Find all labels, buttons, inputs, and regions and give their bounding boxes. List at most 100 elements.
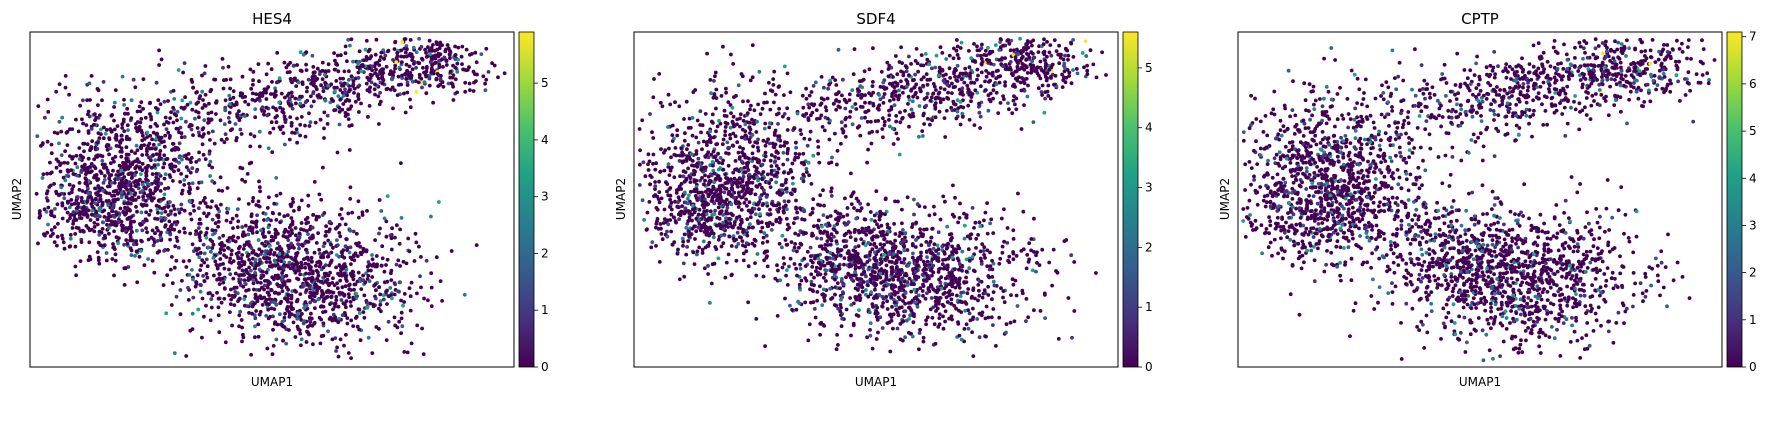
- cell-point: [282, 318, 287, 323]
- cell-point: [399, 216, 404, 220]
- cell-point: [310, 236, 315, 240]
- cell-point: [777, 202, 781, 207]
- cell-point: [134, 143, 139, 148]
- cell-point: [349, 288, 353, 292]
- cell-point: [306, 283, 311, 287]
- cell-point: [275, 241, 280, 246]
- cell-point: [122, 266, 127, 271]
- cell-point: [668, 102, 673, 107]
- cell-point: [207, 101, 211, 106]
- cell-point: [219, 247, 223, 251]
- cell-point: [669, 165, 674, 170]
- cell-point: [799, 176, 804, 181]
- cell-point: [1011, 257, 1016, 262]
- cell-point: [668, 197, 672, 202]
- cell-point: [347, 282, 352, 287]
- cell-point: [278, 301, 283, 306]
- cell-point: [196, 307, 201, 312]
- cell-point: [929, 296, 934, 300]
- cell-point: [262, 235, 266, 239]
- cell-point: [732, 195, 736, 200]
- cell-point: [712, 135, 716, 140]
- cell-point: [793, 242, 797, 246]
- cell-point: [240, 268, 245, 273]
- cell-point: [785, 128, 790, 132]
- cell-point: [247, 257, 252, 262]
- cell-point: [313, 299, 317, 304]
- cell-point: [384, 263, 388, 267]
- cell-point: [924, 227, 929, 232]
- cell-point: [238, 309, 243, 314]
- cell-point: [199, 283, 203, 288]
- cell-point: [204, 257, 209, 262]
- cell-point: [726, 100, 731, 104]
- cell-point: [290, 80, 294, 85]
- cell-point: [188, 328, 193, 333]
- cell-point: [740, 239, 745, 244]
- cell-point: [156, 198, 161, 203]
- cell-point: [298, 50, 303, 55]
- cell-point: [288, 115, 293, 119]
- cell-point: [377, 198, 382, 202]
- cell-point: [762, 126, 767, 131]
- cell-point: [365, 301, 370, 305]
- cell-point: [384, 219, 389, 224]
- cell-point: [322, 241, 327, 246]
- cell-point: [112, 180, 117, 185]
- cell-point: [197, 96, 202, 101]
- cell-point: [326, 329, 330, 334]
- cell-point: [145, 230, 150, 235]
- cell-point: [226, 207, 231, 211]
- cell-point: [1002, 300, 1007, 305]
- cell-point: [250, 91, 255, 96]
- cell-point: [152, 270, 157, 275]
- cell-point: [905, 195, 910, 200]
- cell-point: [675, 133, 680, 138]
- cell-point: [63, 149, 67, 154]
- colorbar-tick-label: 2: [541, 246, 549, 260]
- cell-point: [304, 68, 309, 72]
- cell-point: [382, 216, 387, 221]
- cell-point: [57, 119, 62, 124]
- cell-point: [776, 209, 781, 214]
- cell-point: [490, 61, 494, 66]
- cell-point: [221, 233, 226, 238]
- cell-point: [286, 292, 290, 297]
- cell-point: [676, 200, 680, 205]
- cell-point: [174, 126, 179, 131]
- cell-point: [265, 218, 269, 222]
- cell-point: [89, 74, 94, 78]
- cell-point: [724, 216, 728, 221]
- cell-point: [346, 211, 351, 216]
- cell-point: [106, 218, 111, 223]
- cell-point: [299, 221, 304, 225]
- cell-point: [221, 65, 225, 70]
- cell-point: [799, 132, 804, 137]
- cell-point: [86, 129, 91, 134]
- cell-point: [183, 230, 187, 235]
- cell-point: [203, 64, 208, 68]
- cell-point: [342, 69, 347, 74]
- cell-point: [977, 220, 982, 225]
- cell-point: [726, 225, 730, 229]
- cell-point: [716, 256, 721, 261]
- cell-point: [707, 137, 712, 142]
- cell-point: [652, 77, 656, 81]
- cell-point: [293, 226, 298, 230]
- cell-point: [148, 190, 153, 195]
- cell-point: [1050, 283, 1054, 288]
- cell-point: [249, 220, 254, 224]
- cell-point: [352, 91, 356, 95]
- cell-point: [197, 246, 201, 251]
- cell-point: [137, 104, 142, 109]
- cell-point: [313, 78, 318, 83]
- cell-point: [953, 195, 957, 200]
- cell-point: [396, 74, 401, 79]
- cell-point: [63, 74, 68, 78]
- cell-point: [129, 253, 134, 257]
- cell-point: [379, 50, 384, 55]
- cell-point: [84, 177, 88, 182]
- cell-point: [378, 302, 383, 307]
- cell-point: [775, 263, 779, 268]
- cell-point: [70, 187, 75, 192]
